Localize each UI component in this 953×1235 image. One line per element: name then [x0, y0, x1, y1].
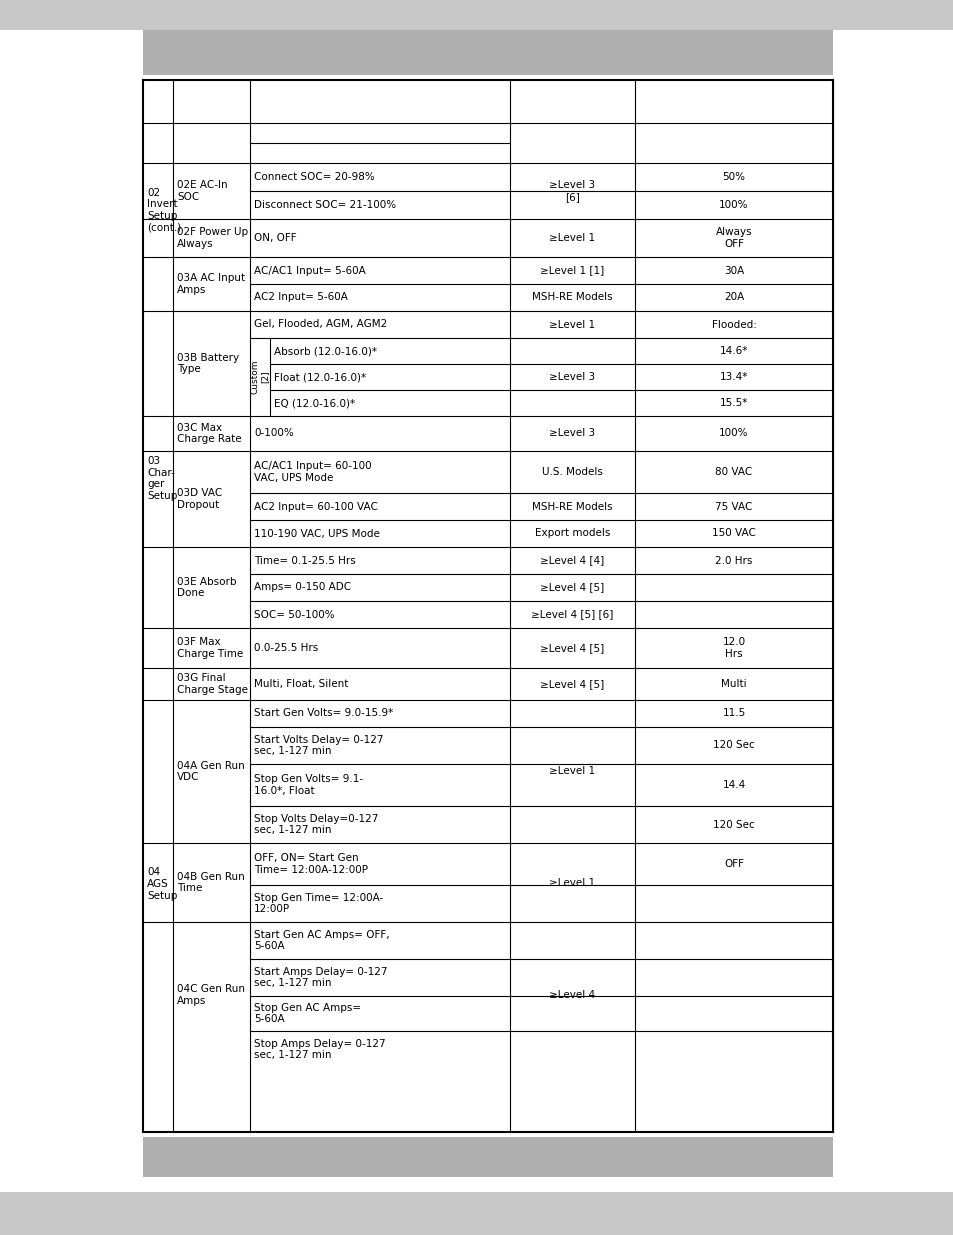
- Text: ≥Level 4 [5]: ≥Level 4 [5]: [539, 643, 604, 653]
- Text: ≥Level 3
[6]: ≥Level 3 [6]: [549, 180, 595, 201]
- Text: AC2 Input= 60-100 VAC: AC2 Input= 60-100 VAC: [253, 501, 377, 511]
- Text: Amps= 0-150 ADC: Amps= 0-150 ADC: [253, 583, 351, 593]
- Text: Gel, Flooded, AGM, AGM2: Gel, Flooded, AGM, AGM2: [253, 320, 387, 330]
- Text: 100%: 100%: [719, 429, 748, 438]
- Text: 03
Char-
ger
Setup: 03 Char- ger Setup: [147, 456, 177, 501]
- Text: Stop Gen AC Amps=
5-60A: Stop Gen AC Amps= 5-60A: [253, 1003, 361, 1024]
- Text: 04C Gen Run
Amps: 04C Gen Run Amps: [177, 984, 245, 1005]
- Text: ≥Level 1: ≥Level 1: [549, 878, 595, 888]
- Text: 0.0-25.5 Hrs: 0.0-25.5 Hrs: [253, 643, 318, 653]
- Text: 04
AGS
Setup: 04 AGS Setup: [147, 867, 177, 900]
- Text: Custom
[2]: Custom [2]: [250, 359, 270, 394]
- Text: 13.4*: 13.4*: [720, 372, 747, 382]
- Text: Start Amps Delay= 0-127
sec, 1-127 min: Start Amps Delay= 0-127 sec, 1-127 min: [253, 967, 387, 988]
- Bar: [143, 1137, 832, 1177]
- Text: EQ (12.0-16.0)*: EQ (12.0-16.0)*: [274, 398, 355, 408]
- Bar: [143, 80, 832, 1132]
- Text: ≥Level 4 [4]: ≥Level 4 [4]: [539, 556, 604, 566]
- Text: ≥Level 4: ≥Level 4: [549, 990, 595, 1000]
- Text: Multi: Multi: [720, 679, 746, 689]
- Text: 110-190 VAC, UPS Mode: 110-190 VAC, UPS Mode: [253, 529, 379, 538]
- Text: U.S. Models: U.S. Models: [541, 467, 602, 477]
- Text: AC/AC1 Input= 5-60A: AC/AC1 Input= 5-60A: [253, 266, 365, 275]
- Text: MSH-RE Models: MSH-RE Models: [532, 501, 612, 511]
- Text: 15.5*: 15.5*: [720, 398, 747, 408]
- Text: 04A Gen Run
VDC: 04A Gen Run VDC: [177, 761, 245, 782]
- Text: 120 Sec: 120 Sec: [713, 741, 754, 751]
- Text: OFF: OFF: [723, 860, 743, 869]
- Text: Stop Gen Volts= 9.1-
16.0*, Float: Stop Gen Volts= 9.1- 16.0*, Float: [253, 774, 363, 795]
- Text: ≥Level 1: ≥Level 1: [549, 320, 595, 330]
- Text: Start Volts Delay= 0-127
sec, 1-127 min: Start Volts Delay= 0-127 sec, 1-127 min: [253, 735, 383, 756]
- Text: ≥Level 4 [5]: ≥Level 4 [5]: [539, 583, 604, 593]
- Text: 14.4: 14.4: [721, 781, 745, 790]
- Text: 02
Invert
Setup
(cont.): 02 Invert Setup (cont.): [147, 188, 181, 232]
- Text: Stop Volts Delay=0-127
sec, 1-127 min: Stop Volts Delay=0-127 sec, 1-127 min: [253, 814, 378, 835]
- Text: Absorb (12.0-16.0)*: Absorb (12.0-16.0)*: [274, 346, 376, 356]
- Text: 120 Sec: 120 Sec: [713, 820, 754, 830]
- Text: 20A: 20A: [723, 293, 743, 303]
- Text: 03G Final
Charge Stage: 03G Final Charge Stage: [177, 673, 248, 695]
- Text: 14.6*: 14.6*: [720, 346, 747, 356]
- Text: MSH-RE Models: MSH-RE Models: [532, 293, 612, 303]
- Text: Start Gen Volts= 9.0-15.9*: Start Gen Volts= 9.0-15.9*: [253, 709, 393, 719]
- Text: AC2 Input= 5-60A: AC2 Input= 5-60A: [253, 293, 348, 303]
- Text: 03B Battery
Type: 03B Battery Type: [177, 353, 239, 374]
- Text: 100%: 100%: [719, 200, 748, 210]
- Text: 150 VAC: 150 VAC: [711, 529, 755, 538]
- Text: 03E Absorb
Done: 03E Absorb Done: [177, 577, 236, 598]
- Text: Start Gen AC Amps= OFF,
5-60A: Start Gen AC Amps= OFF, 5-60A: [253, 930, 389, 951]
- Text: ≥Level 4 [5] [6]: ≥Level 4 [5] [6]: [531, 610, 613, 620]
- Text: 02F Power Up
Always: 02F Power Up Always: [177, 227, 248, 248]
- Text: Always
OFF: Always OFF: [715, 227, 752, 248]
- Text: 04B Gen Run
Time: 04B Gen Run Time: [177, 872, 245, 893]
- Text: ≥Level 4 [5]: ≥Level 4 [5]: [539, 679, 604, 689]
- Bar: [143, 30, 832, 75]
- Text: 03A AC Input
Amps: 03A AC Input Amps: [177, 273, 245, 295]
- Text: AC/AC1 Input= 60-100
VAC, UPS Mode: AC/AC1 Input= 60-100 VAC, UPS Mode: [253, 461, 372, 483]
- Text: OFF, ON= Start Gen
Time= 12:00A-12:00P: OFF, ON= Start Gen Time= 12:00A-12:00P: [253, 853, 368, 874]
- Text: Float (12.0-16.0)*: Float (12.0-16.0)*: [274, 372, 366, 382]
- Text: Flooded:: Flooded:: [711, 320, 756, 330]
- Text: ON, OFF: ON, OFF: [253, 233, 296, 243]
- Text: 11.5: 11.5: [721, 709, 745, 719]
- Text: ≥Level 1: ≥Level 1: [549, 233, 595, 243]
- Text: ≥Level 1 [1]: ≥Level 1 [1]: [539, 266, 604, 275]
- Text: 03F Max
Charge Time: 03F Max Charge Time: [177, 637, 243, 658]
- Text: 2.0 Hrs: 2.0 Hrs: [715, 556, 752, 566]
- Text: 12.0
Hrs: 12.0 Hrs: [721, 637, 745, 658]
- Text: 02E AC-In
SOC: 02E AC-In SOC: [177, 180, 228, 201]
- Text: Disconnect SOC= 21-100%: Disconnect SOC= 21-100%: [253, 200, 395, 210]
- Text: Connect SOC= 20-98%: Connect SOC= 20-98%: [253, 172, 375, 182]
- Text: Stop Amps Delay= 0-127
sec, 1-127 min: Stop Amps Delay= 0-127 sec, 1-127 min: [253, 1039, 385, 1061]
- Text: 0-100%: 0-100%: [253, 429, 294, 438]
- Bar: [143, 80, 832, 1132]
- Text: ≥Level 1: ≥Level 1: [549, 767, 595, 777]
- Text: 80 VAC: 80 VAC: [715, 467, 752, 477]
- Text: 75 VAC: 75 VAC: [715, 501, 752, 511]
- Text: Time= 0.1-25.5 Hrs: Time= 0.1-25.5 Hrs: [253, 556, 355, 566]
- Text: Stop Gen Time= 12:00A-
12:00P: Stop Gen Time= 12:00A- 12:00P: [253, 893, 383, 914]
- Text: 30A: 30A: [723, 266, 743, 275]
- Text: Export models: Export models: [535, 529, 610, 538]
- Text: SOC= 50-100%: SOC= 50-100%: [253, 610, 335, 620]
- Text: 03C Max
Charge Rate: 03C Max Charge Rate: [177, 422, 241, 445]
- Text: ≥Level 3: ≥Level 3: [549, 372, 595, 382]
- Text: 03D VAC
Dropout: 03D VAC Dropout: [177, 488, 222, 510]
- Text: 50%: 50%: [721, 172, 744, 182]
- Text: Multi, Float, Silent: Multi, Float, Silent: [253, 679, 348, 689]
- Text: ≥Level 3: ≥Level 3: [549, 429, 595, 438]
